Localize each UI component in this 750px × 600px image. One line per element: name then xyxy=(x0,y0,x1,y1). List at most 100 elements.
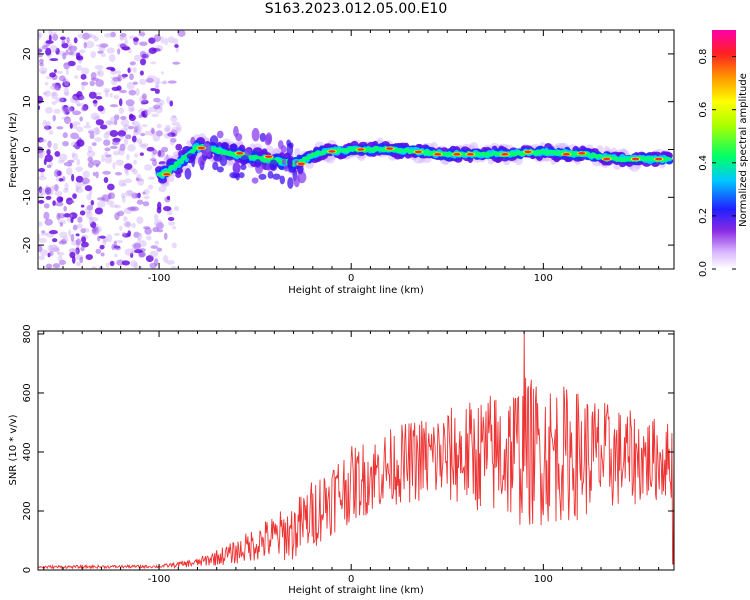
noise-blob xyxy=(139,58,147,66)
y-tick-label: 200 xyxy=(22,501,33,520)
noise-blob xyxy=(126,153,130,161)
noise-blob xyxy=(148,47,157,54)
noise-blob xyxy=(82,227,90,233)
noise-blob xyxy=(117,147,124,152)
noise-blob xyxy=(62,78,67,84)
noise-blob xyxy=(91,142,97,147)
noise-blob xyxy=(114,246,121,251)
signal-blob xyxy=(213,154,223,162)
noise-blob xyxy=(93,172,99,178)
signal-blob xyxy=(244,148,252,156)
noise-blob xyxy=(38,245,43,253)
x-tick-label: -100 xyxy=(148,574,171,585)
noise-blob xyxy=(103,88,111,93)
noise-blob xyxy=(90,199,95,206)
noise-blob xyxy=(76,139,85,147)
snr-frame xyxy=(37,330,675,571)
noise-blob xyxy=(95,95,103,100)
noise-blob xyxy=(94,64,104,70)
noise-blob xyxy=(114,253,118,258)
noise-blob xyxy=(85,121,90,126)
noise-blob xyxy=(40,232,48,236)
noise-blob xyxy=(141,124,148,128)
noise-blob xyxy=(38,255,45,261)
noise-blob xyxy=(66,167,73,176)
noise-blob xyxy=(43,211,50,220)
noise-blob xyxy=(45,124,49,132)
signal-blob xyxy=(259,132,267,143)
noise-blob xyxy=(90,71,97,80)
signal-blob xyxy=(238,172,245,179)
noise-blob xyxy=(59,231,68,239)
noise-blob xyxy=(66,200,75,204)
noise-blob xyxy=(130,260,138,268)
noise-blob xyxy=(124,221,132,228)
signal-core xyxy=(264,155,273,158)
noise-blob xyxy=(48,250,54,257)
noise-blob xyxy=(95,126,100,135)
signal-core xyxy=(501,152,509,156)
noise-blob xyxy=(78,95,86,100)
noise-blob xyxy=(97,200,106,208)
noise-blob xyxy=(125,220,131,228)
noise-blob xyxy=(80,246,85,252)
y-tick-label: 0 xyxy=(22,146,33,152)
noise-blob xyxy=(166,260,175,265)
noise-blob xyxy=(76,223,83,229)
noise-blob xyxy=(70,95,79,104)
noise-blob xyxy=(38,152,44,159)
noise-blob xyxy=(133,54,142,62)
noise-blob xyxy=(151,113,159,118)
noise-blob xyxy=(115,70,122,75)
noise-blob xyxy=(57,213,66,219)
noise-blob xyxy=(167,80,177,84)
noise-blob xyxy=(106,234,113,243)
noise-blob xyxy=(91,265,97,269)
noise-blob xyxy=(106,183,115,191)
noise-blob xyxy=(55,87,61,92)
noise-blob xyxy=(145,77,154,83)
signal-core xyxy=(414,150,423,154)
noise-blob xyxy=(144,130,149,136)
signal-blob xyxy=(288,142,294,149)
noise-blob xyxy=(52,114,56,122)
noise-blob xyxy=(54,150,61,157)
noise-blobs xyxy=(38,30,186,269)
noise-blob xyxy=(81,236,87,243)
signal-core xyxy=(466,152,474,156)
noise-blob xyxy=(95,79,104,87)
noise-blob xyxy=(114,232,120,236)
noise-blob xyxy=(131,135,137,143)
noise-blob xyxy=(133,249,143,254)
noise-blob xyxy=(63,205,67,212)
noise-blob xyxy=(48,130,54,135)
noise-blob xyxy=(128,89,137,96)
noise-blob xyxy=(77,216,83,223)
noise-blob xyxy=(121,260,131,266)
noise-blob xyxy=(173,206,180,211)
noise-blob xyxy=(51,91,59,100)
noise-blob xyxy=(111,140,120,146)
noise-blob xyxy=(79,210,86,216)
noise-blob xyxy=(158,102,163,110)
signal-core xyxy=(297,162,305,166)
noise-blob xyxy=(169,137,175,146)
noise-blob xyxy=(76,126,84,133)
noise-blob xyxy=(144,227,152,235)
noise-blob xyxy=(92,99,98,104)
colorbar-tick-label: 0.4 xyxy=(698,155,709,171)
noise-blob xyxy=(40,249,49,256)
noise-blob xyxy=(95,226,102,233)
noise-blob xyxy=(63,108,69,115)
noise-blob xyxy=(165,124,171,132)
noise-blob xyxy=(115,159,124,166)
noise-blob xyxy=(61,104,65,113)
noise-blob xyxy=(59,97,67,103)
signal-blob xyxy=(240,155,250,164)
noise-blob xyxy=(51,185,60,190)
noise-blob xyxy=(138,142,144,147)
noise-blob xyxy=(38,146,44,154)
noise-blob xyxy=(50,247,60,252)
noise-blob xyxy=(66,36,70,44)
noise-blob xyxy=(103,176,109,184)
